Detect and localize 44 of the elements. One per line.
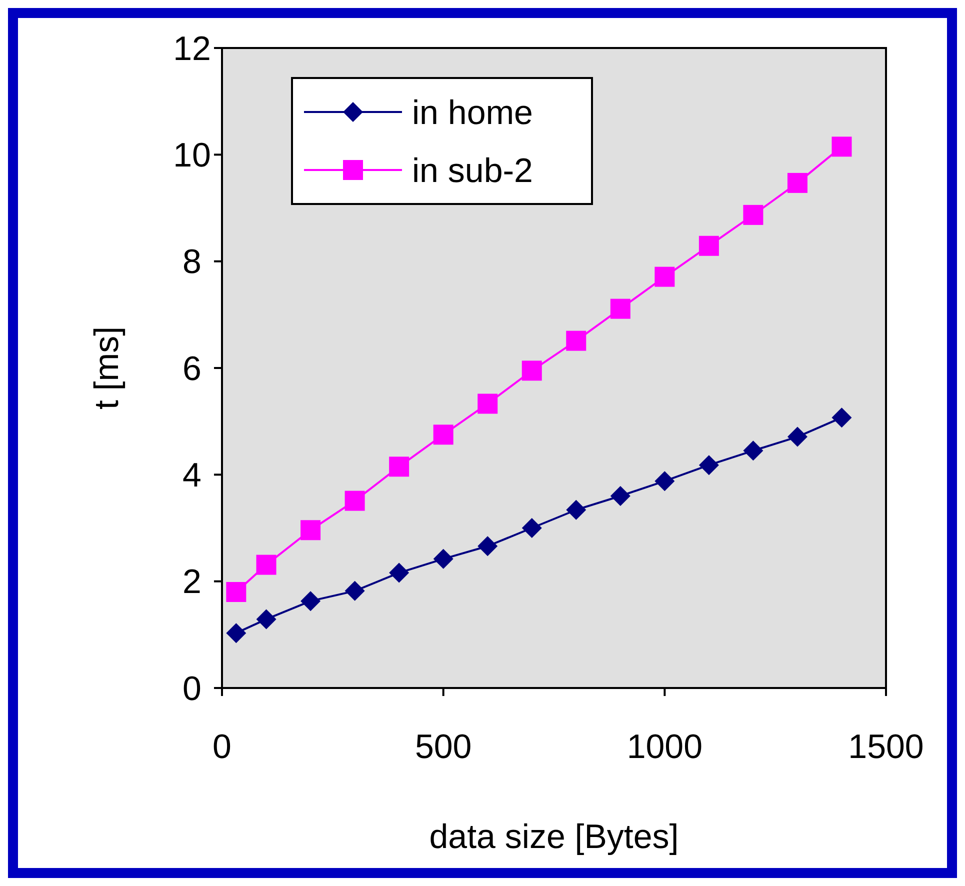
point (698, 455, 719, 476)
x-tick-label: 500 (414, 728, 472, 766)
point (478, 536, 498, 556)
point (300, 520, 321, 540)
point (478, 394, 498, 414)
point (787, 426, 808, 447)
point (433, 548, 454, 569)
point (566, 500, 586, 520)
point (226, 582, 246, 602)
point (610, 486, 630, 506)
point (256, 609, 276, 630)
point (832, 408, 852, 428)
point (610, 298, 630, 319)
x-tick-label: 1000 (626, 728, 702, 766)
point (698, 236, 719, 256)
point (522, 518, 542, 538)
y-axis-title: t [ms] (88, 326, 126, 410)
point (787, 172, 808, 193)
point (522, 360, 542, 381)
point (256, 554, 276, 575)
y-tick-label: 2 (182, 563, 202, 602)
point (300, 591, 321, 612)
point (743, 440, 764, 461)
point (566, 330, 586, 351)
point (433, 424, 454, 445)
y-tick-label: 4 (182, 456, 202, 495)
x-axis-title: data size [Bytes] (429, 818, 679, 856)
legend-label: in home (412, 94, 533, 132)
y-tick-label: 12 (173, 30, 211, 68)
y-tick-label: 6 (182, 350, 202, 388)
point (832, 136, 852, 157)
point (654, 266, 675, 287)
point (654, 471, 675, 492)
x-tick-label: 1500 (848, 728, 924, 766)
point (226, 623, 246, 644)
point (344, 580, 365, 601)
legend-label: in sub-2 (412, 152, 533, 190)
point (389, 562, 410, 583)
y-tick-label: 8 (182, 243, 202, 282)
y-tick-label: 0 (182, 670, 202, 708)
point (389, 456, 410, 477)
point (743, 204, 764, 225)
point (344, 490, 365, 511)
y-tick-label: 10 (173, 136, 211, 175)
